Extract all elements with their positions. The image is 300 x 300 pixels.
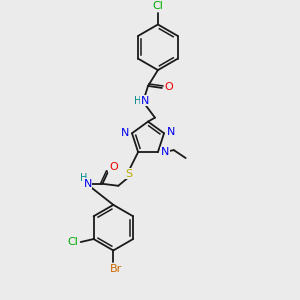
Text: O: O [164,82,173,92]
Text: H: H [134,96,142,106]
Text: Cl: Cl [152,1,164,11]
Text: N: N [167,127,175,137]
Text: N: N [83,179,92,189]
Text: O: O [109,162,118,172]
Text: H: H [80,173,87,183]
Text: N: N [121,128,129,138]
Text: N: N [161,147,169,157]
Text: N: N [141,96,149,106]
Text: S: S [126,169,133,179]
Text: Br: Br [110,264,122,274]
Text: Cl: Cl [67,237,78,247]
